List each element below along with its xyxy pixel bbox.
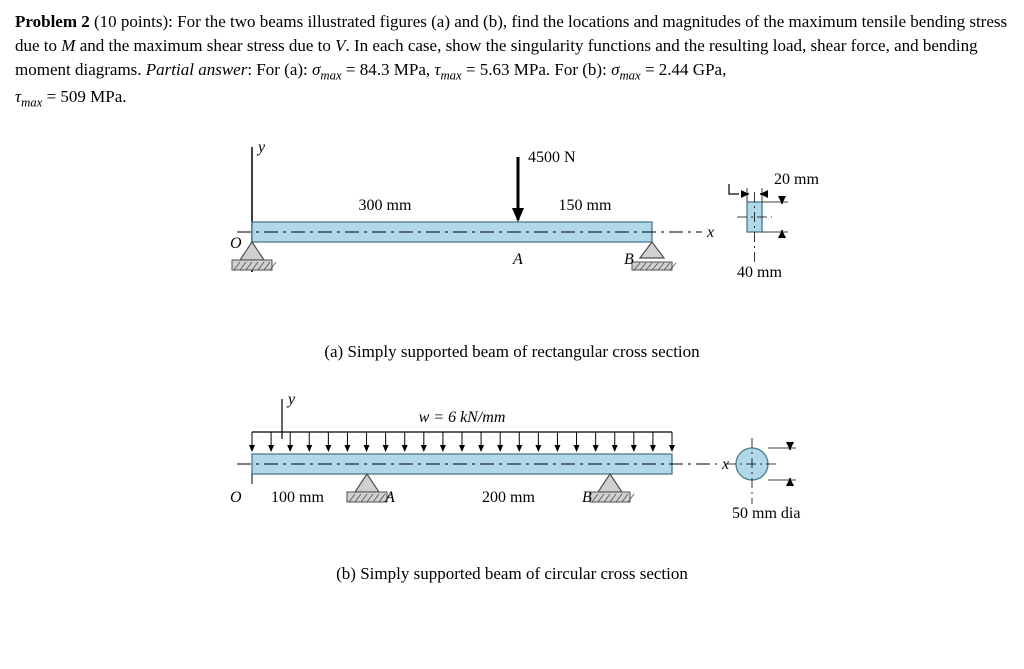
svg-text:50 mm dia: 50 mm dia	[732, 505, 800, 522]
svg-text:200 mm: 200 mm	[482, 489, 535, 506]
figure-b-svg: y x w = 6 kN/mm O A B 100 mm 200 mm 50 mm dia	[192, 364, 832, 554]
svg-text:x: x	[721, 456, 729, 473]
svg-text:y: y	[256, 139, 266, 156]
problem-title: Problem 2	[15, 12, 90, 31]
svg-text:150 mm: 150 mm	[559, 197, 612, 214]
problem-statement: Problem 2 (10 points): For the two beams…	[15, 10, 1009, 112]
svg-text:w = 6 kN/mm: w = 6 kN/mm	[419, 409, 506, 426]
svg-text:4500 N: 4500 N	[528, 149, 576, 166]
svg-text:O: O	[230, 235, 242, 252]
svg-text:x: x	[706, 224, 714, 241]
svg-text:20 mm: 20 mm	[774, 171, 819, 188]
svg-text:300 mm: 300 mm	[359, 197, 412, 214]
figures-container: y x 4500 N 300 mm 150 mm O A B 20 mm 40 mm (a) Si…	[15, 132, 1009, 586]
svg-text:A: A	[384, 489, 395, 506]
figure-b: y x w = 6 kN/mm O A B 100 mm 200 mm 50 mm dia (b…	[192, 364, 832, 586]
figure-a-caption: (a) Simply supported beam of rectangular…	[324, 340, 699, 364]
svg-text:O: O	[230, 489, 242, 506]
svg-text:40 mm: 40 mm	[737, 264, 782, 281]
svg-text:B: B	[624, 251, 634, 268]
svg-text:y: y	[286, 391, 296, 408]
svg-text:B: B	[582, 489, 592, 506]
svg-text:100 mm: 100 mm	[271, 489, 324, 506]
figure-a: y x 4500 N 300 mm 150 mm O A B 20 mm 40 mm (a) Si…	[192, 132, 832, 364]
svg-text:A: A	[512, 251, 523, 268]
figure-a-svg: y x 4500 N 300 mm 150 mm O A B 20 mm 40 mm	[192, 132, 832, 332]
figure-b-caption: (b) Simply supported beam of circular cr…	[336, 562, 688, 586]
